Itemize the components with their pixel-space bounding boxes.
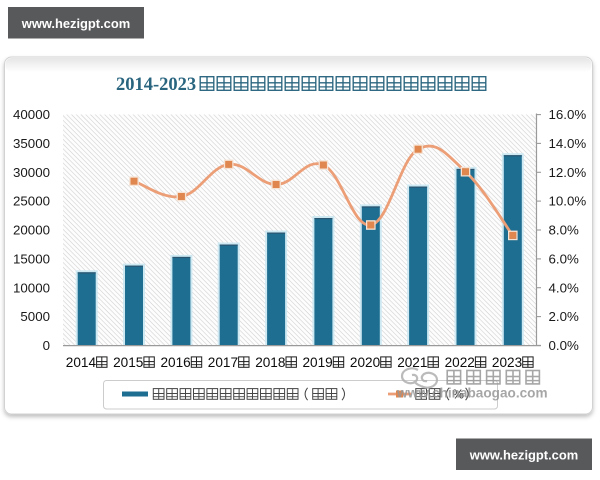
svg-text:2014: 2014	[66, 355, 97, 370]
svg-text:2018: 2018	[255, 355, 285, 370]
svg-text:2022: 2022	[445, 355, 475, 370]
svg-text:10.0%: 10.0%	[549, 194, 587, 209]
svg-text:5000: 5000	[20, 309, 50, 324]
svg-text:30000: 30000	[13, 165, 50, 180]
svg-text:25000: 25000	[13, 194, 50, 209]
svg-text:www.hezigpt.com: www.hezigpt.com	[21, 16, 130, 31]
svg-text:0: 0	[43, 338, 50, 353]
svg-text:2015: 2015	[113, 355, 143, 370]
svg-text:14.0%: 14.0%	[549, 136, 587, 151]
svg-text:10000: 10000	[13, 280, 50, 295]
svg-text:12.0%: 12.0%	[549, 165, 587, 180]
svg-text:15000: 15000	[13, 252, 50, 267]
svg-text:0.0%: 0.0%	[549, 338, 579, 353]
svg-text:2019: 2019	[303, 355, 333, 370]
svg-text:%: %	[452, 387, 464, 402]
svg-text:8.0%: 8.0%	[549, 223, 579, 238]
svg-text:2016: 2016	[161, 355, 191, 370]
svg-text:35000: 35000	[13, 136, 50, 151]
svg-text:2020: 2020	[350, 355, 381, 370]
svg-text:2014-2023: 2014-2023	[116, 75, 196, 95]
svg-text:2.0%: 2.0%	[549, 309, 579, 324]
svg-text:www.chinabaogao.com: www.chinabaogao.com	[396, 386, 548, 401]
svg-text:4.0%: 4.0%	[549, 280, 579, 295]
svg-text:2023: 2023	[492, 355, 522, 370]
svg-text:6.0%: 6.0%	[549, 252, 579, 267]
svg-text:www.hezigpt.com: www.hezigpt.com	[469, 448, 578, 463]
svg-text:2021: 2021	[397, 355, 427, 370]
svg-text:16.0%: 16.0%	[549, 107, 587, 122]
svg-text:2017: 2017	[208, 355, 238, 370]
svg-text:20000: 20000	[13, 223, 50, 238]
svg-text:40000: 40000	[13, 107, 50, 122]
